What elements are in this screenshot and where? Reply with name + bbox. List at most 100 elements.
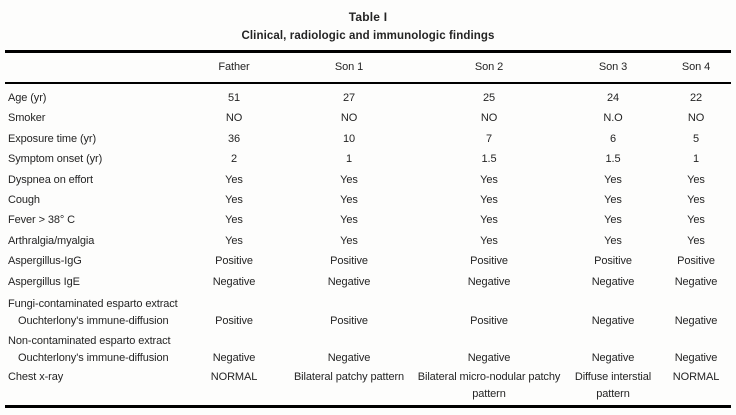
value-cell: Bilateral patchy pattern [293,371,405,384]
row-label: Smoker [8,112,46,125]
table-number-title: Table I [348,10,388,24]
row-label: Symptom onset (yr) [8,153,103,166]
row-label-cell: Age (yr) [5,83,183,108]
row-label-cell: Non-contaminated esparto extract Ouchterl… [5,329,183,366]
value-cell: Negative [212,275,256,288]
table-body: Age (yr) 51 27 25 24 22 Smoker NO NO NO N.O NO Expos… [5,83,731,407]
value-cell: 5 [692,132,700,145]
value-cell: N.O [603,112,623,125]
row-label-cell: Fever > 38° C [5,210,183,230]
row-label: Fungi-contaminated esparto extract [8,298,178,311]
value-cell: Yes [687,194,705,207]
value-cell: 7 [485,132,493,145]
table-row: Arthralgia/myalgia Yes Yes Yes Yes Yes [5,231,731,251]
row-label: Aspergillus-IgG [8,255,82,268]
subject-column-header: Son 3 [565,51,661,84]
row-label-cell: Aspergillus-IgG [5,251,183,271]
value-cell: NORMAL [210,371,258,384]
value-cell: Negative [327,351,371,364]
value-cell: Negative [467,275,511,288]
row-label-cell: Smoker [5,108,183,128]
value-cell: Positive [470,255,508,268]
value-cell: Positive [330,314,368,327]
header-row: Father Son 1 Son 2 Son 3 Son 4 [5,51,731,84]
value-cell: Yes [480,234,498,247]
value-cell: Positive [215,255,253,268]
value-cell: Positive [215,314,253,327]
row-label: Arthralgia/myalgia [8,234,95,247]
value-cell: 22 [689,92,703,104]
value-cell: Yes [225,173,243,186]
value-cell: Yes [480,194,498,207]
table-row: Exposure time (yr) 36 10 7 6 5 [5,129,731,149]
subject-column-header: Father [183,51,285,84]
row-label: Dyspnea on effort [8,173,93,186]
value-cell: Negative [674,275,718,288]
value-cell: 10 [342,132,356,145]
row-label-cell: Fungi-contaminated esparto extract Ouchte… [5,292,183,329]
value-cell: Diffuse interstial pattern [574,371,652,400]
table-row: Cough Yes Yes Yes Yes Yes [5,190,731,210]
value-cell: Yes [604,194,622,207]
table-row: Symptom onset (yr) 2 1 1.5 1.5 1 [5,149,731,169]
value-cell: Positive [677,255,715,268]
value-cell: Negative [212,351,256,364]
table-row: Chest x-ray NORMAL Bilateral patchy patter… [5,366,731,407]
value-cell: NO [225,112,243,125]
row-label: Non-contaminated esparto extract [8,335,171,348]
findings-table: Father Son 1 Son 2 Son 3 Son 4 Age (yr) 51 27 2… [5,50,731,409]
value-cell: Yes [480,214,498,227]
value-cell: NORMAL [672,371,720,384]
table-row: Non-contaminated esparto extract Ouchterl… [5,329,731,366]
value-cell: Yes [604,173,622,186]
value-cell: 1 [345,153,353,166]
row-label: Chest x-ray [8,371,64,384]
table-caption: Clinical, radiologic and immunologic fin… [241,30,495,42]
value-cell: 1 [692,153,700,166]
value-cell: Yes [340,234,358,247]
value-cell: Negative [591,351,635,364]
value-cell: Negative [591,314,635,327]
row-label: Age (yr) [8,92,47,104]
table-row: Age (yr) 51 27 25 24 22 [5,83,731,108]
table-header: Father Son 1 Son 2 Son 3 Son 4 [5,51,731,84]
table-row: Dyspnea on effort Yes Yes Yes Yes Yes [5,170,731,190]
table-row: Smoker NO NO NO N.O NO [5,108,731,128]
row-label-cell: Chest x-ray [5,366,183,407]
row-label-cell: Aspergillus IgE [5,272,183,292]
row-label: Exposure time (yr) [8,132,97,145]
value-cell: Yes [340,214,358,227]
value-cell: Positive [330,255,368,268]
value-cell: 27 [342,92,356,104]
value-cell: Yes [225,234,243,247]
row-label-column-header [5,51,183,84]
value-cell: Yes [225,214,243,227]
value-cell: 6 [609,132,617,145]
value-cell: Yes [340,194,358,207]
row-label-cell: Exposure time (yr) [5,129,183,149]
row-label-cell: Arthralgia/myalgia [5,231,183,251]
value-cell: Yes [340,173,358,186]
row-label: Aspergillus IgE [8,275,80,288]
row-label-cell: Dyspnea on effort [5,170,183,190]
subject-column-header: Son 4 [661,51,731,84]
row-label: Fever > 38° C [8,214,75,227]
value-cell: Negative [327,275,371,288]
value-cell: 2 [230,153,238,166]
value-cell: Bilateral micro-nodular patchy pattern [417,371,561,400]
row-label-cell: Symptom onset (yr) [5,149,183,169]
value-cell: 36 [227,132,241,145]
value-cell: NO [340,112,358,125]
value-cell: 1.5 [481,153,497,166]
table-row: Fever > 38° C Yes Yes Yes Yes Yes [5,210,731,230]
value-cell: 24 [606,92,620,104]
subject-column-header: Son 2 [413,51,565,84]
table-row: Fungi-contaminated esparto extract Ouchte… [5,292,731,329]
row-sublabel: Ouchterlony's immune-diffusion [18,314,169,327]
subject-column-header: Son 1 [285,51,413,84]
value-cell: Positive [470,314,508,327]
value-cell: Yes [604,234,622,247]
value-cell: Yes [604,214,622,227]
value-cell: NO [687,112,705,125]
